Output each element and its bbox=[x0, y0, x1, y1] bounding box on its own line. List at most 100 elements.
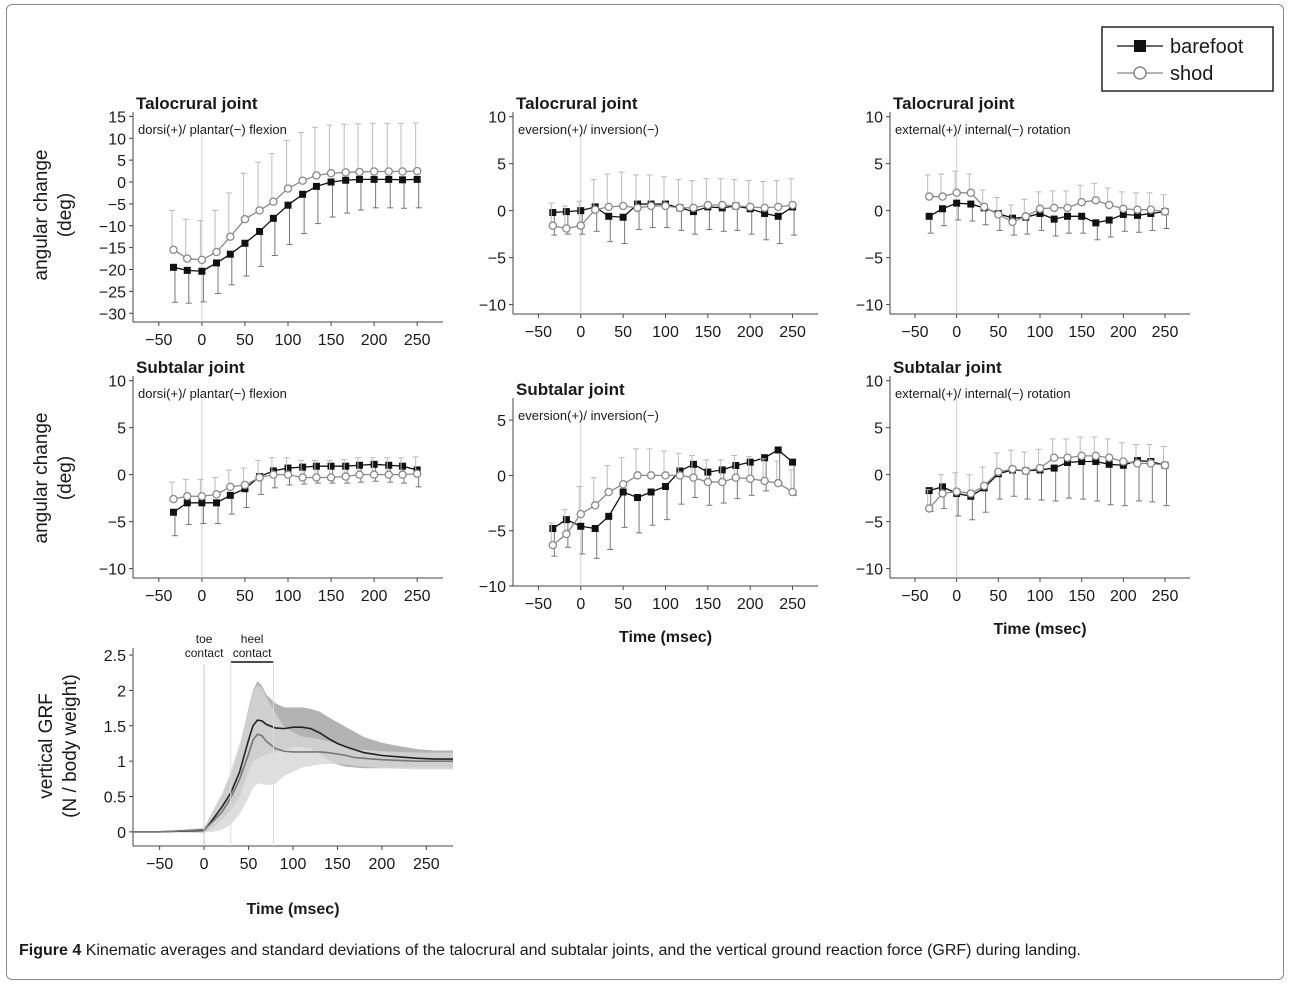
y-tick-label: 5 bbox=[497, 157, 506, 174]
point-barefoot bbox=[342, 176, 350, 184]
point-shod bbox=[633, 471, 642, 480]
point-shod bbox=[1119, 204, 1128, 214]
point-shod bbox=[1021, 212, 1031, 221]
point-shod bbox=[341, 168, 350, 177]
point-shod bbox=[1091, 196, 1101, 205]
point-shod bbox=[240, 214, 250, 224]
point-barefoot bbox=[183, 499, 191, 507]
y-tick-label: 0 bbox=[874, 468, 883, 485]
point-shod bbox=[1008, 464, 1017, 474]
point-barefoot bbox=[577, 207, 585, 215]
point-barefoot bbox=[198, 499, 206, 507]
point-barefoot bbox=[619, 213, 627, 221]
x-tick-label: 100 bbox=[652, 324, 679, 341]
y-tick-label: 0 bbox=[117, 825, 126, 842]
panel-subtitle: dorsi(+)/ plantar(−) flexion bbox=[138, 122, 287, 137]
series-line-shod bbox=[552, 474, 793, 546]
point-shod bbox=[952, 188, 961, 198]
point-shod bbox=[703, 200, 713, 210]
y-tick-label: −10 bbox=[856, 298, 883, 315]
x-tick-label: 250 bbox=[413, 856, 440, 873]
point-barefoot bbox=[647, 488, 655, 496]
series-line-shod bbox=[173, 473, 418, 500]
x-tick-label: 150 bbox=[1068, 324, 1095, 341]
point-shod bbox=[1049, 203, 1059, 213]
legend-box bbox=[1101, 26, 1274, 92]
x-tick-label: 50 bbox=[989, 588, 1007, 605]
panel-subtitle: eversion(+)/ inversion(−) bbox=[518, 408, 659, 423]
y-tick-label: 0 bbox=[874, 204, 883, 221]
point-shod bbox=[1077, 197, 1086, 207]
point-barefoot bbox=[1105, 460, 1113, 468]
point-barefoot bbox=[312, 182, 320, 190]
point-barefoot bbox=[213, 499, 221, 507]
point-barefoot bbox=[241, 239, 249, 247]
point-shod bbox=[1104, 453, 1114, 462]
series-line-barefoot bbox=[928, 202, 1166, 224]
point-barefoot bbox=[198, 267, 206, 275]
row-label-top: angular change (deg) bbox=[31, 150, 76, 281]
point-barefoot bbox=[689, 460, 697, 468]
point-barefoot bbox=[399, 176, 407, 184]
point-shod bbox=[412, 166, 422, 176]
point-shod bbox=[731, 201, 741, 211]
x-tick-label: 50 bbox=[236, 588, 254, 605]
x-tick-label: −50 bbox=[901, 588, 928, 605]
point-barefoot bbox=[1078, 212, 1086, 220]
point-shod bbox=[760, 476, 769, 486]
legend-barefoot-marker bbox=[1134, 40, 1146, 52]
x-tick-label: 100 bbox=[275, 332, 302, 349]
x-tick-label: 0 bbox=[576, 596, 585, 613]
y-tick-label: 10 bbox=[865, 374, 883, 391]
point-shod bbox=[369, 167, 379, 176]
row-label-top-line1: angular change bbox=[31, 150, 52, 281]
point-shod bbox=[355, 470, 364, 479]
x-tick-label: 100 bbox=[1027, 588, 1054, 605]
point-shod bbox=[269, 197, 278, 206]
x-tick-label: 100 bbox=[652, 596, 679, 613]
point-barefoot bbox=[327, 462, 335, 470]
x-tick-label: 150 bbox=[695, 324, 722, 341]
point-barefoot bbox=[562, 208, 570, 216]
point-barefoot bbox=[704, 468, 712, 476]
y-tick-label: −10 bbox=[99, 219, 126, 236]
x-tick-label: 200 bbox=[1110, 588, 1137, 605]
point-shod bbox=[745, 474, 755, 483]
y-tick-label: 0 bbox=[497, 204, 506, 221]
y-tick-label: −10 bbox=[479, 298, 506, 315]
panel-vertical-grf: 2.5 2 1.5 1 0.5 0 −50 0 50 100 150 200 250 Time (msec… bbox=[104, 632, 453, 918]
point-shod bbox=[731, 473, 741, 482]
y-tick-label: 0 bbox=[497, 468, 506, 485]
point-shod bbox=[298, 473, 307, 482]
row-label-grf-line1: vertical GRF bbox=[36, 693, 57, 799]
x-tick-label: −50 bbox=[145, 588, 172, 605]
x-tick-label: 200 bbox=[1110, 324, 1137, 341]
heel-contact-label-1: heel bbox=[241, 632, 264, 646]
row-label-middle: angular change (deg) bbox=[31, 413, 76, 544]
series-line-barefoot bbox=[173, 178, 418, 272]
x-tick-label: 50 bbox=[240, 856, 258, 873]
point-shod bbox=[979, 481, 989, 491]
point-barefoot bbox=[774, 212, 782, 220]
point-barefoot bbox=[718, 466, 726, 474]
y-tick-label: −20 bbox=[99, 263, 126, 280]
row-label-middle-line2: (deg) bbox=[55, 456, 76, 500]
x-tick-label: −50 bbox=[525, 596, 552, 613]
point-shod bbox=[788, 487, 797, 497]
x-tick-label: 200 bbox=[737, 596, 764, 613]
point-shod bbox=[661, 471, 670, 480]
point-barefoot bbox=[169, 508, 177, 516]
point-barefoot bbox=[939, 483, 946, 491]
x-tick-label: 100 bbox=[1027, 324, 1054, 341]
x-tick-label: 250 bbox=[404, 588, 431, 605]
y-tick-label: 10 bbox=[108, 131, 126, 148]
x-tick-label: 0 bbox=[952, 588, 961, 605]
point-shod bbox=[633, 203, 642, 213]
point-shod bbox=[1160, 461, 1170, 470]
point-barefoot bbox=[562, 516, 570, 524]
point-shod bbox=[312, 171, 321, 180]
point-barefoot bbox=[1064, 458, 1071, 466]
point-barefoot bbox=[925, 212, 933, 220]
